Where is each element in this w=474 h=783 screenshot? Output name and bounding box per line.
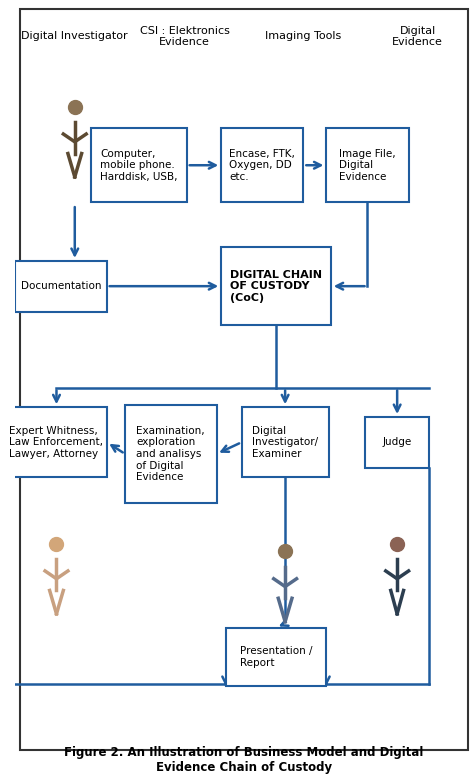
FancyBboxPatch shape <box>6 407 107 478</box>
Text: Examination,
exploration
and analisys
of Digital
Evidence: Examination, exploration and analisys of… <box>137 426 205 482</box>
Text: Digital
Evidence: Digital Evidence <box>392 26 443 47</box>
Text: DIGITAL CHAIN
OF CUSTODY
(CoC): DIGITAL CHAIN OF CUSTODY (CoC) <box>230 269 322 303</box>
Text: Presentation /
Report: Presentation / Report <box>240 646 312 668</box>
Text: Image File,
Digital
Evidence: Image File, Digital Evidence <box>339 149 396 182</box>
Text: Encase, FTK,
Oxygen, DD
etc.: Encase, FTK, Oxygen, DD etc. <box>229 149 295 182</box>
Text: Judge: Judge <box>383 437 412 447</box>
FancyBboxPatch shape <box>125 405 217 503</box>
Text: Digital
Investigator/
Examiner: Digital Investigator/ Examiner <box>252 426 318 459</box>
Text: Expert Whitness,
Law Enforcement,
Lawyer, Attorney: Expert Whitness, Law Enforcement, Lawyer… <box>9 426 103 459</box>
Text: Documentation: Documentation <box>21 281 101 291</box>
FancyBboxPatch shape <box>91 128 187 202</box>
Text: Digital Investigator: Digital Investigator <box>21 31 128 41</box>
FancyBboxPatch shape <box>326 128 409 202</box>
Text: Imaging Tools: Imaging Tools <box>265 31 342 41</box>
FancyBboxPatch shape <box>15 261 107 312</box>
Text: CSI : Elektronics
Evidence: CSI : Elektronics Evidence <box>139 26 229 47</box>
FancyBboxPatch shape <box>242 407 328 478</box>
Text: Computer,
mobile phone.
Harddisk, USB,: Computer, mobile phone. Harddisk, USB, <box>100 149 178 182</box>
FancyBboxPatch shape <box>226 627 326 686</box>
Text: Figure 2. An Illustration of Business Model and Digital
Evidence Chain of Custod: Figure 2. An Illustration of Business Mo… <box>64 746 424 774</box>
FancyBboxPatch shape <box>365 417 429 467</box>
FancyBboxPatch shape <box>221 247 331 325</box>
FancyBboxPatch shape <box>221 128 303 202</box>
